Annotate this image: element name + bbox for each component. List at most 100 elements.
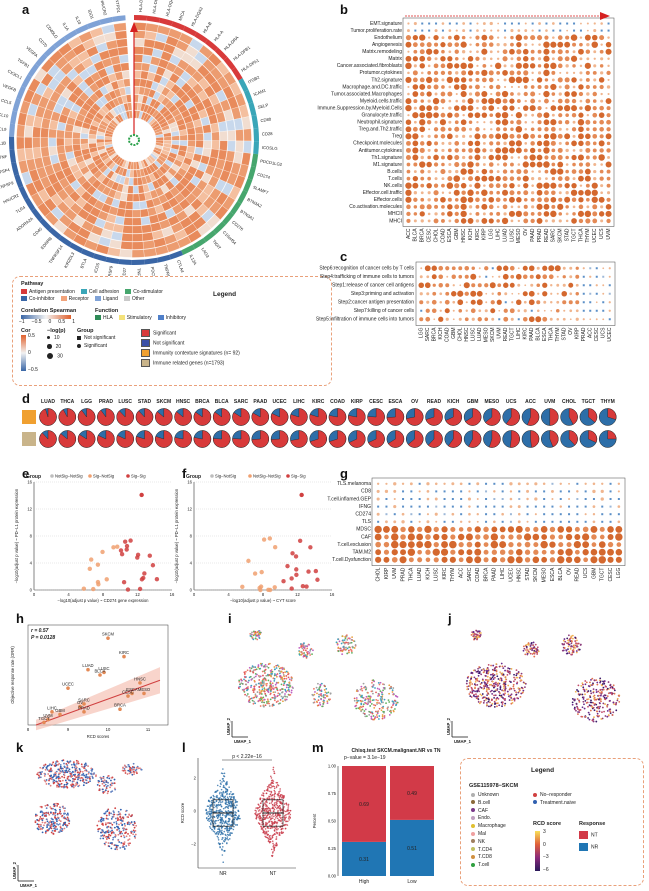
grid-dot xyxy=(433,154,439,161)
grid-dot xyxy=(426,490,430,493)
panel-label-h: h xyxy=(16,611,24,626)
pathway-item: Co-stimulator xyxy=(125,289,163,295)
grid-dot xyxy=(564,104,571,112)
umap-cell xyxy=(82,773,85,776)
grid-dot xyxy=(441,22,445,25)
grid-square xyxy=(410,520,413,523)
umap-cell xyxy=(63,765,66,768)
grid-dot xyxy=(434,497,438,501)
grid-dot xyxy=(592,204,598,210)
circos-cell xyxy=(114,30,128,40)
grid-dot xyxy=(536,112,543,118)
umap-cell xyxy=(309,650,312,652)
grid-square xyxy=(568,490,571,493)
umap-cell xyxy=(66,824,69,827)
grid-dot xyxy=(598,211,605,217)
grid-dot xyxy=(440,70,446,76)
umap-cell xyxy=(56,816,59,819)
pie-cancer-label: KICH xyxy=(447,399,460,405)
umap-cell xyxy=(522,689,525,692)
circos-cell xyxy=(227,140,236,152)
grid-square xyxy=(601,513,604,516)
umap-cell xyxy=(104,823,107,826)
umap-cell xyxy=(506,690,509,693)
grid-dot xyxy=(592,127,597,132)
pie-cancer-label: STAD xyxy=(138,399,152,405)
grid-dot xyxy=(406,218,411,223)
umap-cell xyxy=(596,681,599,684)
col-label: ACC xyxy=(406,228,412,239)
umap-cell xyxy=(107,842,110,844)
grid-dot xyxy=(476,121,479,124)
umap-cell xyxy=(381,714,384,716)
grid-dot xyxy=(452,318,455,321)
umap-cell xyxy=(64,786,67,788)
grid-dot xyxy=(517,309,521,313)
grid-square xyxy=(584,505,587,508)
circos-cell xyxy=(142,232,154,242)
grid-dot xyxy=(531,205,535,209)
grid-square xyxy=(418,505,421,508)
circos-cell xyxy=(225,119,236,132)
grid-dot xyxy=(578,48,584,55)
grid-dot xyxy=(598,154,605,161)
grid-dot xyxy=(447,154,453,161)
umap-cell xyxy=(253,666,255,668)
grid-dot xyxy=(570,189,578,196)
grid-dot xyxy=(509,190,515,196)
grid-dot xyxy=(427,155,431,160)
umap-cell xyxy=(395,704,397,707)
row-label: Matrix.remodeling xyxy=(362,49,402,55)
circos-cell xyxy=(127,102,133,111)
umap-cell xyxy=(254,673,257,675)
umap-cell xyxy=(499,671,502,674)
grid-square xyxy=(573,29,576,32)
umap-cell xyxy=(321,705,324,708)
umap-cell xyxy=(515,674,518,677)
row-label: Step6:recognition of cancer cells by T c… xyxy=(319,266,414,272)
circos-gene-labels: HLA-DRB5 HLA-DQB1 HLA-DQA1 MICA HLA-DQA2HLA-… xyxy=(0,0,283,287)
umap-cell xyxy=(487,698,490,701)
grid-dot xyxy=(557,155,563,160)
grid-dot xyxy=(591,534,597,540)
grid-dot xyxy=(499,526,506,533)
umap-cell xyxy=(572,637,574,640)
grid-dot xyxy=(476,29,479,32)
umap-cell xyxy=(352,640,355,642)
umap-cell xyxy=(485,675,487,677)
grid-dot xyxy=(440,91,446,97)
grid-dot xyxy=(545,29,548,32)
umap-cell xyxy=(252,691,255,694)
umap-cell xyxy=(593,679,596,682)
umap-cell xyxy=(124,824,126,827)
circos-gene-label: HLA-DQB1 xyxy=(151,0,159,14)
grid-dot xyxy=(537,106,542,111)
pie-cancer-label: BRCA xyxy=(195,399,210,405)
grid-dot xyxy=(542,265,548,271)
grid-dot xyxy=(537,49,542,54)
grid-dot xyxy=(497,78,500,82)
grid-dot xyxy=(441,177,445,181)
grid-dot xyxy=(530,85,535,89)
umap-cell xyxy=(77,760,80,763)
umap-cell xyxy=(521,686,523,689)
grid-dot xyxy=(517,85,520,89)
grid-dot xyxy=(578,112,584,118)
grid-dot xyxy=(467,63,474,69)
umap-cell xyxy=(595,679,598,682)
umap-cell xyxy=(54,774,57,777)
umap-cell xyxy=(371,712,374,715)
umap-cell xyxy=(587,717,589,719)
grid-dot xyxy=(552,22,555,25)
row-label: TLS xyxy=(362,519,372,525)
grid-dot xyxy=(607,78,610,81)
umap-cell xyxy=(588,704,591,706)
umap-cell xyxy=(353,697,356,700)
row-label: Step5:infiltration of immune cells into … xyxy=(316,317,415,323)
col-label: GBM xyxy=(451,328,457,339)
pie-cancer-label: UCS xyxy=(506,399,517,405)
grid-dot xyxy=(608,267,611,270)
grid-dot xyxy=(490,92,493,96)
umap-cell xyxy=(245,694,248,697)
col-label: UCS xyxy=(599,228,605,239)
